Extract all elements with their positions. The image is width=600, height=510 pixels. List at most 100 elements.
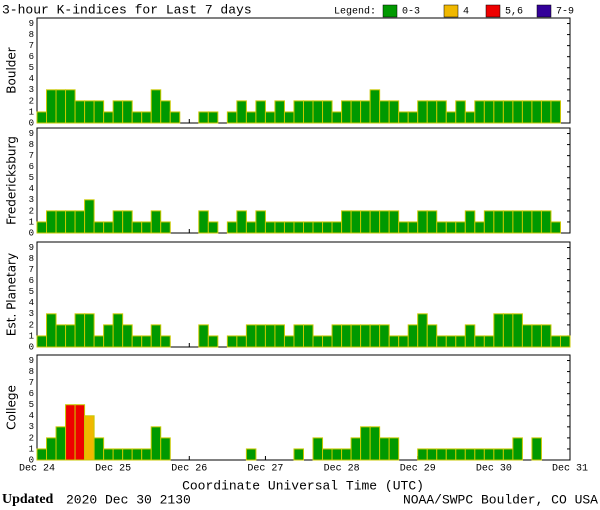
bar [445,448,457,461]
bar [46,313,57,348]
bar [464,111,476,124]
panel-frame [36,354,571,461]
bar [46,437,57,461]
bar [464,210,476,234]
y-tick-label: 5 [29,400,34,410]
bar [436,448,447,461]
bar [226,335,238,348]
bar [331,221,343,234]
bar [445,221,457,234]
bar [36,335,48,348]
bar [236,210,247,234]
bar [255,324,266,348]
bar [474,221,485,234]
x-tick-label: Dec 31 [552,464,588,475]
y-tick-label: 7 [29,151,34,161]
bar [502,210,514,234]
bar [293,100,305,124]
bar [455,335,466,348]
bar [398,111,409,124]
bar [293,221,305,234]
bar [341,448,352,461]
bar [341,210,352,234]
bar [264,111,276,124]
bar [379,210,390,234]
bar [331,324,343,348]
bar [540,324,552,348]
bar [150,89,162,124]
bar [360,426,371,461]
bar [245,448,257,461]
bar [160,221,171,234]
bar [407,324,419,348]
bar [46,89,57,124]
bar [455,221,466,234]
bar [436,100,447,124]
bar [93,437,105,461]
bar [436,221,447,234]
y-tick-label: 8 [29,254,34,264]
bar [245,111,257,124]
bar [360,100,371,124]
panel-label: Fredericksburg [5,136,19,225]
bar [493,210,504,234]
bar [303,100,314,124]
legend-label: 4 [463,7,469,18]
bar [502,448,514,461]
bar [360,324,371,348]
y-tick-label: 2 [29,206,34,216]
x-tick-label: Dec 24 [19,464,55,475]
bar [236,100,247,124]
bar [445,111,457,124]
bar [331,111,343,124]
bar [283,111,295,124]
bar [360,210,371,234]
bar [236,335,247,348]
bar [550,100,561,124]
bar [112,313,124,348]
bar [483,335,495,348]
bar [369,426,381,461]
bar [93,335,105,348]
x-tick-label: Dec 30 [476,464,512,475]
bar [103,111,114,124]
bar [331,448,343,461]
bar [493,448,504,461]
bar [283,221,295,234]
bar [512,100,523,124]
bar [474,335,485,348]
updated-time: 2020 Dec 30 2130 [66,492,191,507]
bar [322,335,333,348]
bar [455,448,466,461]
bar [531,324,542,348]
bar [322,221,333,234]
panel-label: Boulder [5,47,19,94]
bar [36,111,48,124]
bar [388,100,400,124]
bar [74,100,86,124]
y-tick-label: 2 [29,96,34,106]
bar [464,448,476,461]
bar [122,324,133,348]
y-tick-label: 7 [29,378,34,388]
bar [122,100,133,124]
legend-swatch [536,4,552,18]
bar [74,313,86,348]
bar [483,448,495,461]
bar [293,324,305,348]
y-tick-label: 9 [29,356,34,366]
y-tick-label: 1 [29,444,34,454]
bar [55,426,67,461]
y-tick-label: 8 [29,140,34,150]
bar [207,111,219,124]
bar [255,100,266,124]
bar [407,111,419,124]
bar [445,335,457,348]
bar [312,221,324,234]
legend-swatch [485,4,501,18]
bar [474,448,485,461]
y-tick-label: 9 [29,129,34,139]
bar [274,221,285,234]
bar [84,199,95,234]
